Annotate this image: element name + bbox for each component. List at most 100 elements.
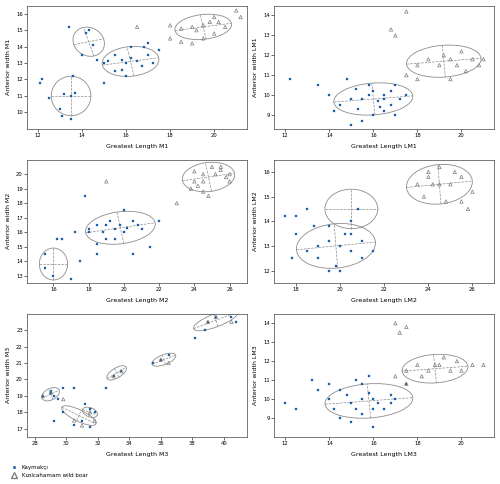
Point	[156, 356, 164, 363]
Point	[102, 221, 110, 229]
Point	[358, 410, 366, 418]
Point	[199, 170, 207, 178]
Point	[155, 217, 163, 225]
Point	[81, 400, 89, 408]
Point	[81, 192, 89, 200]
Point	[446, 55, 454, 63]
Point	[67, 274, 75, 282]
Point	[50, 392, 58, 400]
Point	[78, 417, 86, 424]
Point	[418, 372, 426, 380]
Point	[336, 414, 344, 422]
Point	[352, 85, 360, 93]
Point	[111, 51, 119, 59]
Point	[118, 367, 126, 375]
Point	[326, 222, 334, 230]
Point	[468, 361, 476, 369]
Point	[348, 230, 356, 238]
Point	[138, 226, 145, 233]
Point	[442, 197, 450, 205]
Point	[370, 87, 378, 95]
Point	[292, 405, 300, 412]
Point	[155, 46, 163, 54]
Point	[199, 34, 207, 42]
Point	[60, 91, 68, 98]
Point	[126, 54, 134, 62]
Point	[436, 163, 444, 171]
Point	[358, 117, 366, 125]
Point	[387, 399, 395, 407]
Point	[86, 423, 94, 431]
Point	[190, 178, 198, 185]
Legend: Kaymakçı, Kızılcahamam wild boar: Kaymakçı, Kızılcahamam wild boar	[8, 464, 89, 479]
Point	[358, 95, 366, 103]
Point	[436, 181, 444, 188]
Point	[166, 21, 174, 29]
Point	[214, 18, 222, 26]
Point	[206, 18, 214, 26]
Point	[458, 47, 466, 55]
Point	[370, 247, 378, 255]
Point	[177, 38, 185, 45]
Point	[212, 170, 220, 178]
Point	[336, 242, 344, 250]
Point	[217, 166, 225, 174]
Point	[156, 356, 164, 363]
Point	[187, 185, 195, 193]
Point	[440, 51, 448, 59]
Point	[164, 359, 172, 367]
Point	[59, 384, 67, 392]
Point	[138, 62, 145, 70]
Point	[76, 257, 84, 265]
X-axis label: Greatest Length LM2: Greatest Length LM2	[352, 298, 418, 302]
Point	[392, 395, 400, 403]
Point	[118, 56, 126, 64]
Point	[332, 262, 340, 270]
Point	[100, 59, 108, 67]
Point	[314, 255, 322, 262]
Point	[308, 376, 316, 384]
Point	[173, 199, 181, 207]
Point	[365, 91, 373, 99]
Point	[199, 21, 207, 29]
Point	[436, 61, 444, 69]
Point	[348, 95, 356, 103]
Point	[292, 212, 300, 220]
Point	[402, 380, 410, 388]
Point	[45, 94, 53, 102]
Point	[326, 395, 334, 403]
Point	[128, 217, 136, 225]
Point	[78, 422, 86, 429]
Point	[440, 353, 448, 361]
Point	[232, 7, 240, 15]
Point	[380, 405, 388, 412]
Point	[236, 13, 244, 21]
Point	[232, 318, 240, 326]
Point	[144, 51, 152, 59]
Point	[122, 59, 130, 67]
Point	[46, 387, 54, 395]
Point	[94, 250, 102, 258]
Point	[330, 107, 338, 115]
Point	[212, 313, 220, 321]
Point	[330, 405, 338, 412]
Point	[217, 163, 225, 171]
Point	[414, 75, 422, 83]
Point	[402, 71, 410, 79]
Point	[354, 205, 362, 213]
Point	[336, 267, 344, 274]
Point	[128, 250, 136, 258]
Point	[204, 318, 212, 326]
Point	[222, 173, 230, 181]
Point	[392, 372, 400, 380]
Point	[177, 25, 185, 32]
Point	[199, 178, 207, 185]
Point	[94, 56, 102, 64]
Point	[70, 417, 78, 424]
Point	[314, 386, 322, 393]
Point	[118, 367, 126, 375]
Point	[451, 168, 459, 176]
Point	[310, 222, 318, 230]
Point	[94, 240, 102, 248]
Point	[50, 417, 58, 424]
